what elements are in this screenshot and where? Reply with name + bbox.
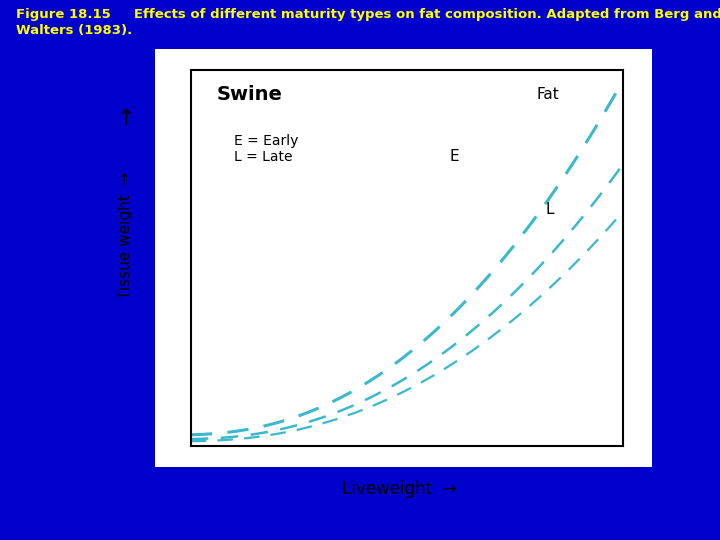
- Text: Fat: Fat: [536, 87, 559, 102]
- Text: ↑: ↑: [117, 109, 135, 129]
- Text: L: L: [545, 201, 554, 217]
- Text: Swine: Swine: [217, 85, 282, 104]
- Text: Walters (1983).: Walters (1983).: [16, 24, 132, 37]
- Text: E = Early
L = Late: E = Early L = Late: [234, 134, 298, 164]
- Text: E: E: [450, 149, 459, 164]
- Text: Liveweight  →: Liveweight →: [343, 480, 456, 498]
- Text: Figure 18.15     Effects of different maturity types on fat composition. Adapted: Figure 18.15 Effects of different maturi…: [16, 8, 720, 21]
- Text: Tissue weight  →: Tissue weight →: [119, 171, 133, 299]
